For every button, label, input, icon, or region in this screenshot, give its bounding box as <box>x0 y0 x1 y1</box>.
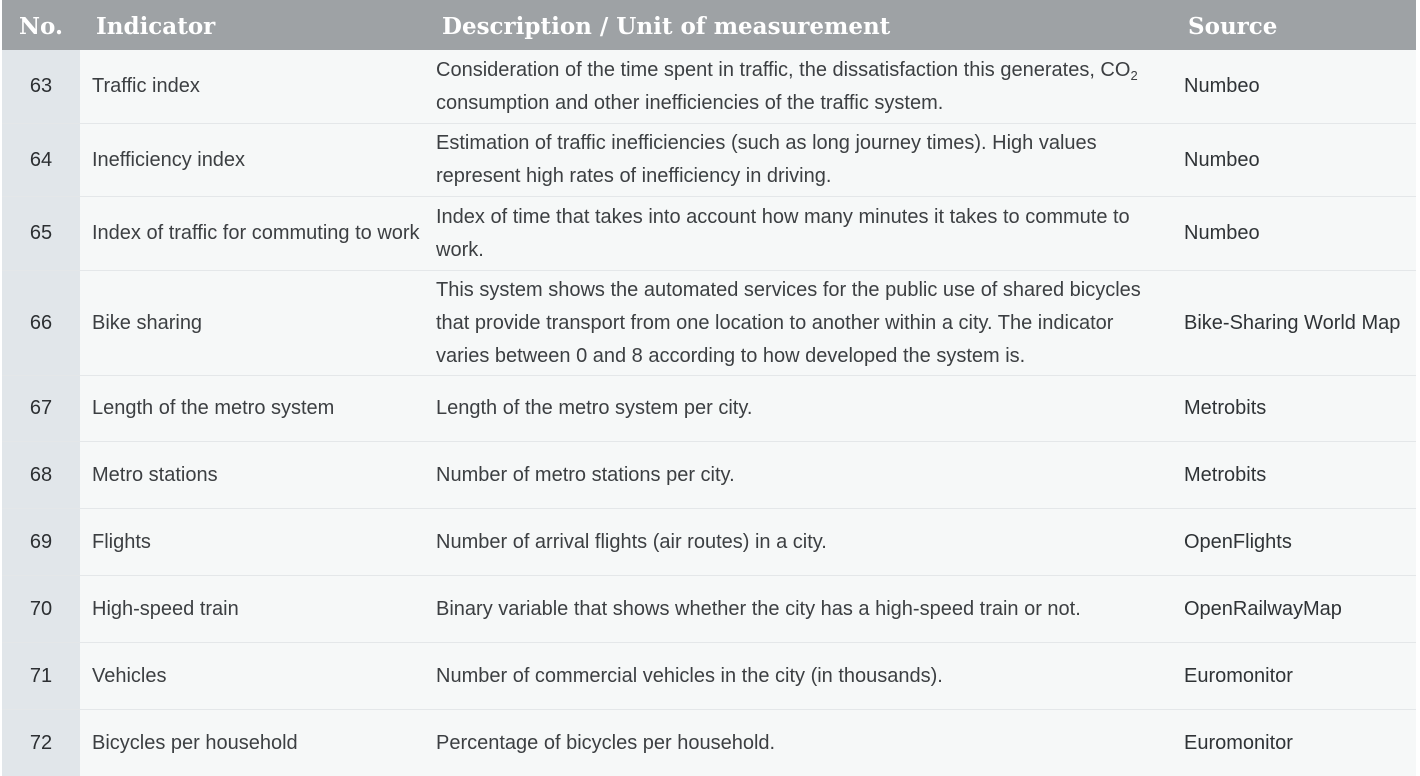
row-indicator: Bike sharing <box>80 271 424 375</box>
row-indicator: High-speed train <box>80 576 424 642</box>
row-number: 67 <box>2 376 80 441</box>
table-row: 65 Index of traffic for commuting to wor… <box>2 197 1416 271</box>
row-indicator: Metro stations <box>80 442 424 508</box>
table-row: 72 Bicycles per household Percentage of … <box>2 710 1416 776</box>
row-description: Percentage of bicycles per household. <box>424 710 1172 776</box>
table-row: 71 Vehicles Number of commercial vehicle… <box>2 643 1416 710</box>
row-number: 63 <box>2 50 80 123</box>
row-indicator: Vehicles <box>80 643 424 709</box>
row-number: 71 <box>2 643 80 709</box>
row-number: 68 <box>2 442 80 508</box>
row-description: Estimation of traffic inefficiencies (su… <box>424 124 1172 196</box>
table-header: No. Indicator Description / Unit of meas… <box>2 0 1416 50</box>
row-indicator: Inefficiency index <box>80 124 424 196</box>
row-indicator: Bicycles per household <box>80 710 424 776</box>
row-source: Euromonitor <box>1172 710 1416 776</box>
row-indicator: Flights <box>80 509 424 575</box>
table-row: 70 High-speed train Binary variable that… <box>2 576 1416 643</box>
row-number: 72 <box>2 710 80 776</box>
header-description: Description / Unit of measurement <box>442 12 891 40</box>
row-number: 69 <box>2 509 80 575</box>
row-description: Number of metro stations per city. <box>424 442 1172 508</box>
table-row: 64 Inefficiency index Estimation of traf… <box>2 124 1416 197</box>
row-description: Number of arrival flights (air routes) i… <box>424 509 1172 575</box>
row-description: Index of time that takes into account ho… <box>424 197 1172 270</box>
row-source: Numbeo <box>1172 197 1416 270</box>
table-row: 67 Length of the metro system Length of … <box>2 376 1416 442</box>
row-description: Binary variable that shows whether the c… <box>424 576 1172 642</box>
row-number: 66 <box>2 271 80 375</box>
row-description: This system shows the automated services… <box>424 271 1172 375</box>
header-no: No. <box>19 12 63 40</box>
table-row: 66 Bike sharing This system shows the au… <box>2 271 1416 376</box>
table-row: 69 Flights Number of arrival flights (ai… <box>2 509 1416 576</box>
row-number: 70 <box>2 576 80 642</box>
row-source: Bike-Sharing World Map <box>1172 271 1416 375</box>
row-number: 65 <box>2 197 80 270</box>
row-description: Consideration of the time spent in traff… <box>424 50 1172 123</box>
header-indicator: Indicator <box>96 12 216 40</box>
row-source: Metrobits <box>1172 442 1416 508</box>
row-source: Euromonitor <box>1172 643 1416 709</box>
row-description: Number of commercial vehicles in the cit… <box>424 643 1172 709</box>
row-source: Numbeo <box>1172 50 1416 123</box>
header-source: Source <box>1188 12 1278 40</box>
table-row: 63 Traffic index Consideration of the ti… <box>2 50 1416 124</box>
row-source: Metrobits <box>1172 376 1416 441</box>
row-number: 64 <box>2 124 80 196</box>
row-indicator: Length of the metro system <box>80 376 424 441</box>
row-source: OpenFlights <box>1172 509 1416 575</box>
row-source: OpenRailwayMap <box>1172 576 1416 642</box>
row-description: Length of the metro system per city. <box>424 376 1172 441</box>
row-indicator: Index of traffic for commuting to work <box>80 197 424 270</box>
row-source: Numbeo <box>1172 124 1416 196</box>
row-indicator: Traffic index <box>80 50 424 123</box>
table-row: 68 Metro stations Number of metro statio… <box>2 442 1416 509</box>
